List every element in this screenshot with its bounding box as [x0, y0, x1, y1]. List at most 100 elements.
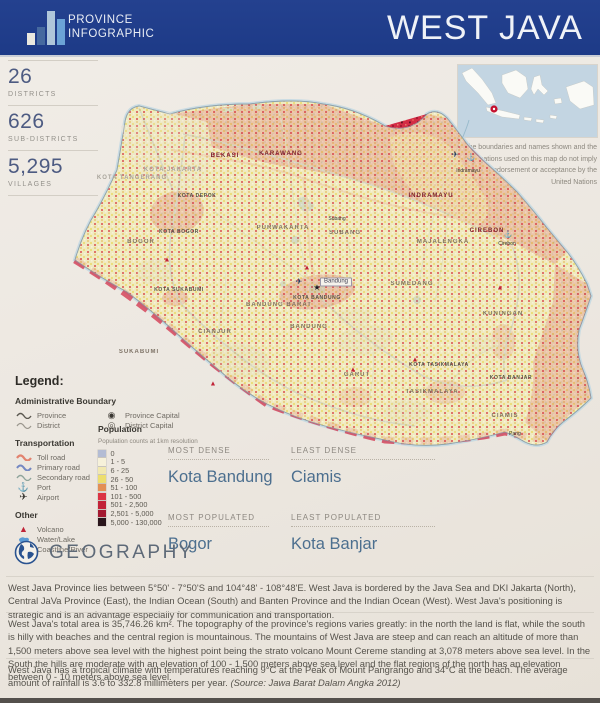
map-label: CIANJUR	[198, 329, 232, 335]
population-range-label: 51 - 100	[110, 483, 138, 493]
map-label: KOTA BANJAR	[489, 375, 533, 381]
population-legend-row: 1 - 5	[98, 457, 233, 467]
volcano-icon: ▲	[19, 524, 28, 534]
map-label: KOTA SUKABUMI	[154, 287, 204, 293]
map-label: BOGOR	[127, 239, 155, 245]
population-range-label: 26 - 50	[110, 474, 134, 484]
population-swatch-icon	[98, 518, 106, 526]
map-label: Indramayu	[456, 168, 480, 174]
map-label: Subang	[328, 216, 346, 222]
volcano-icon: ▲	[496, 284, 504, 292]
highlight-value: Bogor	[168, 535, 213, 553]
geography-paragraph-2: West Java's total area is 35,746.26 km².…	[8, 618, 591, 683]
map-label: SUMEDANG	[390, 281, 434, 287]
legend-label: District	[37, 420, 60, 430]
legend-label: District Capital	[125, 420, 174, 430]
highlight-most-dense: MOST DENSE Kota Bandung	[168, 446, 273, 487]
population-legend-row: 6 - 25	[98, 466, 233, 475]
highlight-least-dense: LEAST DENSE Ciamis	[291, 446, 441, 487]
logo-text: PROVINCE INFOGRAPHIC	[68, 14, 154, 42]
legend-airport: ✈ Airport	[15, 491, 235, 503]
map-label: TASIKMALAYA	[405, 389, 459, 395]
legend-label: Secondary road	[37, 472, 90, 482]
legend-province: Province	[15, 410, 103, 420]
globe-icon	[14, 540, 39, 565]
legend-label: Volcano	[37, 524, 64, 534]
population-range-label: 1 - 5	[110, 457, 126, 467]
highlight-least-populated: LEAST POPULATED Kota Banjar	[291, 513, 441, 554]
map-label: CIAMIS	[491, 413, 519, 419]
population-subtitle: Population counts at 1km resolution	[98, 438, 198, 445]
map-label: CIREBON	[469, 228, 505, 234]
map-label: KOTA TASIKMALAYA	[409, 362, 469, 368]
inset-map-graphic	[458, 65, 597, 137]
map-label: KOTA BANDUNG	[293, 295, 341, 301]
highlight-label: MOST POPULATED	[168, 513, 269, 527]
population-range-label: 2,501 - 5,000	[110, 508, 154, 518]
map-label: INDRAMAYU	[408, 193, 454, 199]
province-capital-icon: ◉	[107, 409, 116, 420]
map-label: PURWAKARTA	[256, 225, 310, 231]
population-swatch-icon	[98, 501, 106, 509]
population-swatch-icon	[98, 492, 106, 501]
population-swatch-icon	[98, 509, 106, 518]
stat-subdistricts: 626 SUB-DISTRICTS	[8, 105, 98, 150]
population-legend-row: 2,501 - 5,000	[98, 509, 233, 518]
geography-paragraph-1: West Java Province lies between 5°50' - …	[8, 582, 576, 620]
population-legend-row: 51 - 100	[98, 483, 233, 492]
highlight-label: MOST DENSE	[168, 446, 269, 460]
legend-toll-road: Toll road	[15, 452, 235, 462]
stats-panel: 26 DISTRICTS 626 SUB-DISTRICTS 5,295 VIL…	[8, 60, 98, 196]
stat-villages: 5,295 VILLAGES	[8, 150, 98, 196]
map-label: KOTA TANGERANG	[96, 175, 168, 181]
population-swatch-icon	[98, 466, 106, 475]
stat-districts: 26 DISTRICTS	[8, 60, 98, 105]
airport-icon: ✈	[19, 491, 28, 503]
divider	[6, 612, 594, 613]
population-range-label: 501 - 2,500	[110, 500, 148, 510]
volcano-icon: ▲	[411, 356, 419, 364]
population-range-label: 5,000 - 130,000	[110, 517, 162, 527]
legend-secondary-road: Secondary road	[15, 472, 235, 482]
map-label: GARUT	[343, 372, 371, 378]
highlight-label: LEAST POPULATED	[291, 513, 435, 527]
legend-panel: Legend: Administrative Boundary Province…	[15, 374, 235, 554]
volcano-icon: ▲	[349, 366, 357, 374]
highlights-grid: MOST DENSE Kota Bandung LEAST DENSE Ciam…	[168, 446, 468, 554]
population-legend-row: 26 - 50	[98, 475, 233, 484]
legend-district-capital: ◎ District Capital	[103, 420, 233, 430]
highlight-most-populated: MOST POPULATED Bogor	[168, 513, 273, 554]
map-label: KUNINGAN	[482, 311, 524, 317]
population-legend-row: 101 - 500	[98, 492, 233, 501]
divider	[6, 576, 594, 577]
population-swatch-icon	[98, 458, 106, 466]
volcano-icon: ▲	[163, 256, 171, 264]
map-label: KARAWANG	[259, 151, 303, 157]
secondary-road-icon	[15, 473, 32, 481]
map-label: SUKABUMI	[118, 349, 160, 355]
map-label: BANDUNG BARAT	[246, 302, 312, 308]
legend-label: Province	[37, 410, 67, 420]
legend-label: Province Capital	[125, 410, 180, 420]
stat-value: 26	[8, 65, 33, 88]
header-bar: PROVINCE INFOGRAPHIC WEST JAVA	[0, 0, 600, 57]
geography-title: GEOGRAPHY	[49, 541, 194, 563]
population-legend-row: 0	[98, 449, 233, 458]
map-label: Pang	[509, 431, 521, 437]
highlight-value: Kota Bandung	[168, 468, 273, 486]
legend-label: Coastline/River	[37, 544, 88, 554]
legend-label: Port	[37, 482, 51, 492]
source-citation: (Source: Jawa Barat Dalam Angka 2012)	[230, 677, 401, 689]
population-swatch-icon	[98, 449, 106, 458]
photo-edge	[0, 698, 600, 703]
primary-road-icon	[15, 463, 32, 471]
port-icon: ⚓	[503, 231, 513, 239]
population-legend-row: 5,000 - 130,000	[98, 518, 233, 527]
district-capital-icon: ◎	[107, 419, 116, 430]
population-range-label: 6 - 25	[110, 465, 130, 475]
page-title: WEST JAVA	[386, 9, 583, 47]
map-label: KOTA JAKARTA	[143, 167, 203, 173]
stat-value: 5,295	[8, 155, 64, 178]
